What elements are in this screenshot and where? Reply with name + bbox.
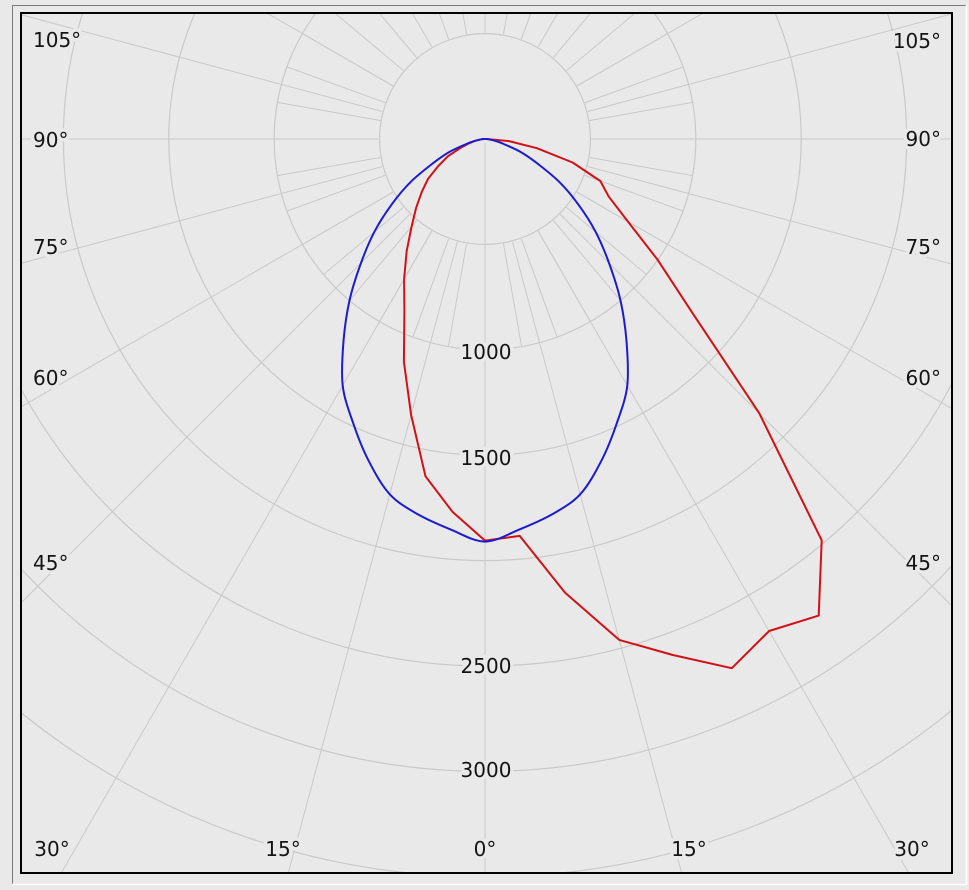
grid-radial-minor--160	[438, 14, 450, 40]
grid-radial-minor-150	[537, 14, 558, 48]
grid-radial-major--75	[22, 166, 383, 264]
intensity-label-1500: 1500	[461, 446, 512, 470]
intensity-label-3000: 3000	[461, 758, 512, 782]
grid-radial-minor--10	[447, 243, 468, 347]
angle-label-right-1: 90°	[906, 127, 941, 151]
angle-label-right-3: 60°	[906, 366, 941, 390]
grid-radial-minor--150	[412, 14, 433, 48]
grid-radial-minor--70	[286, 174, 386, 212]
grid-radial-major-15	[512, 241, 682, 872]
angle-label-left-0: 105°	[33, 28, 81, 52]
grid-radial-minor-100	[589, 101, 693, 122]
intensity-curves	[341, 138, 823, 670]
angle-label-bottom-0: 30°	[34, 837, 69, 861]
grid-radial-minor-60	[576, 191, 668, 245]
grid-radial-minor--40	[349, 220, 417, 301]
angle-label-left-4: 45°	[33, 551, 68, 575]
window-frame	[12, 5, 968, 886]
grid-radial-minor-140	[553, 14, 591, 58]
angle-label-left-2: 75°	[33, 235, 68, 259]
angle-label-bottom-2: 0°	[474, 837, 497, 861]
grid-radial-minor--60	[302, 191, 394, 245]
grid-radial-major--60	[22, 191, 394, 407]
plot-border	[20, 12, 953, 874]
grid-radial-minor-40	[553, 220, 621, 301]
grid-radial-minor-30	[537, 230, 591, 322]
grid-radial-major-45	[559, 213, 951, 606]
grid-radial-major--15	[288, 241, 458, 872]
grid-radial-major--105	[22, 14, 383, 112]
angle-label-bottom-1: 15°	[265, 837, 300, 861]
grid-radial-minor-120	[576, 33, 668, 87]
angle-label-right-0: 105°	[893, 29, 941, 53]
axis-labels: 1000 1500 2500 3000 105° 90° 75° 60° 45° 105° 90° 7…	[30, 25, 945, 865]
grid-radial-minor-50	[566, 207, 647, 275]
grid-radial-minor--130	[335, 14, 404, 71]
intensity-label-2500: 2500	[461, 654, 512, 678]
grid-radial-minor-10	[502, 243, 523, 347]
grid-radial-minor-170	[502, 14, 508, 35]
grid-radial-major--30	[61, 230, 433, 872]
grid-radial-minor--20	[412, 238, 450, 338]
intensity-label-1000: 1000	[461, 340, 512, 364]
grid-radial-major-105	[587, 14, 951, 112]
grid-radial-minor-80	[589, 156, 693, 177]
angle-label-bottom-3: 15°	[671, 837, 706, 861]
angle-label-left-1: 90°	[33, 128, 68, 152]
angle-label-right-2: 75°	[906, 235, 941, 259]
grid-radial-major-75	[587, 166, 951, 265]
grid-radial-minor--140	[379, 14, 417, 58]
grid-radial-minor--120	[302, 33, 394, 87]
blue-curve	[341, 138, 629, 543]
grid-radial-minor--50	[323, 207, 404, 275]
grid-radial-minor-160	[520, 14, 532, 40]
grid-radial-minor--110	[286, 66, 386, 104]
angle-label-left-3: 60°	[33, 366, 68, 390]
grid-radial-major--45	[22, 213, 411, 603]
angle-label-right-4: 45°	[906, 551, 941, 575]
grid-radial-major-60	[576, 191, 951, 409]
grid-radial-minor--100	[277, 101, 381, 122]
grid-radial-minor--170	[462, 14, 468, 35]
grid-radial-minor-20	[520, 238, 558, 338]
grid-radial-minor-110	[584, 66, 684, 104]
grid-radial-minor--80	[277, 156, 381, 177]
grid-radial-major-30	[537, 230, 909, 872]
grid-radial-minor-130	[566, 14, 635, 71]
grid-radial-minor--30	[379, 230, 433, 322]
angle-label-bottom-4: 30°	[894, 837, 929, 861]
